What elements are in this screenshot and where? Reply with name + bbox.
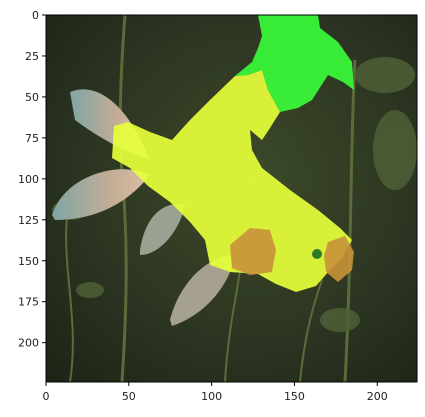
y-tick-label: 100: [18, 173, 39, 186]
x-axis: 0 50 100 150 200: [43, 382, 388, 403]
image-plot: [46, 15, 417, 382]
y-tick-label: 150: [18, 255, 39, 268]
y-tick-label: 200: [18, 337, 39, 350]
mask-b-region: [112, 70, 352, 292]
mask-a-region: [235, 15, 354, 112]
y-tick-label: 50: [25, 91, 39, 104]
x-tick-label: 50: [122, 390, 136, 403]
y-tick-label: 125: [18, 214, 39, 227]
fish-fins: [52, 89, 235, 326]
fish-eye: [312, 249, 322, 259]
x-tick-label: 150: [284, 390, 305, 403]
axes-frame: [45, 14, 418, 383]
x-tick-label: 0: [43, 390, 50, 403]
y-axis: 0 25 50 75 100 125 150 175 200: [18, 9, 46, 350]
y-tick-label: 25: [25, 50, 39, 63]
x-tick-label: 200: [367, 390, 388, 403]
x-tick-label: 100: [201, 390, 222, 403]
y-tick-label: 75: [25, 132, 39, 145]
mask-c-region-head: [324, 236, 354, 282]
plant-stems: [65, 15, 357, 382]
y-tick-label: 0: [32, 9, 39, 22]
y-tick-label: 175: [18, 296, 39, 309]
mask-c-region-gill: [230, 228, 276, 275]
